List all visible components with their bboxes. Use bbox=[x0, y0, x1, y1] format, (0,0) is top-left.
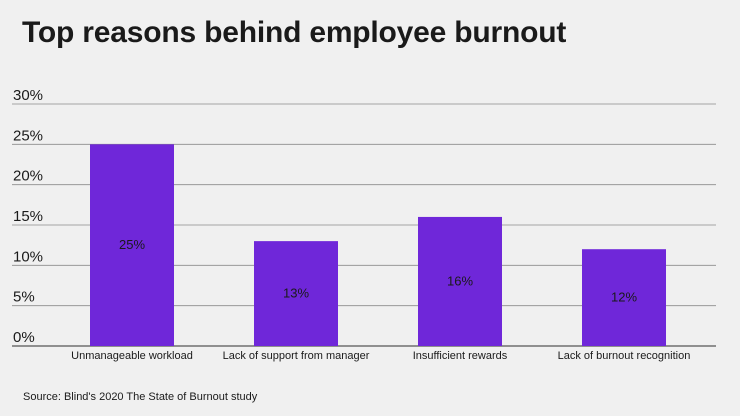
y-tick-label: 0% bbox=[13, 329, 35, 346]
category-label: Lack of support from manager bbox=[223, 350, 370, 362]
y-tick-label: 10% bbox=[13, 248, 43, 265]
category-labels: Unmanageable workload Lack of support fro… bbox=[71, 350, 690, 362]
category-label: Lack of burnout recognition bbox=[558, 350, 691, 362]
chart-title: Top reasons behind employee burnout bbox=[22, 16, 567, 49]
bar bbox=[254, 241, 338, 346]
source-note: Source: Blind's 2020 The State of Burnou… bbox=[23, 391, 258, 403]
data-label: 12% bbox=[611, 290, 637, 305]
data-label: 25% bbox=[119, 237, 145, 252]
bars bbox=[90, 144, 666, 346]
data-label: 13% bbox=[283, 286, 309, 301]
y-tick-label: 30% bbox=[13, 87, 43, 104]
y-tick-label: 25% bbox=[13, 127, 43, 144]
bar bbox=[418, 216, 502, 346]
data-label: 16% bbox=[447, 273, 473, 288]
y-tick-label: 5% bbox=[13, 289, 35, 306]
data-labels: 25% 13% 16% 12% bbox=[119, 237, 637, 304]
y-tick-label: 20% bbox=[13, 168, 43, 185]
y-tick-labels: 0% 5% 10% 15% 20% 25% 30% bbox=[13, 87, 43, 346]
category-label: Unmanageable workload bbox=[71, 350, 193, 362]
bar bbox=[90, 144, 174, 346]
category-label: Insufficient rewards bbox=[413, 350, 508, 362]
bar bbox=[582, 249, 666, 346]
y-tick-label: 15% bbox=[13, 208, 43, 225]
